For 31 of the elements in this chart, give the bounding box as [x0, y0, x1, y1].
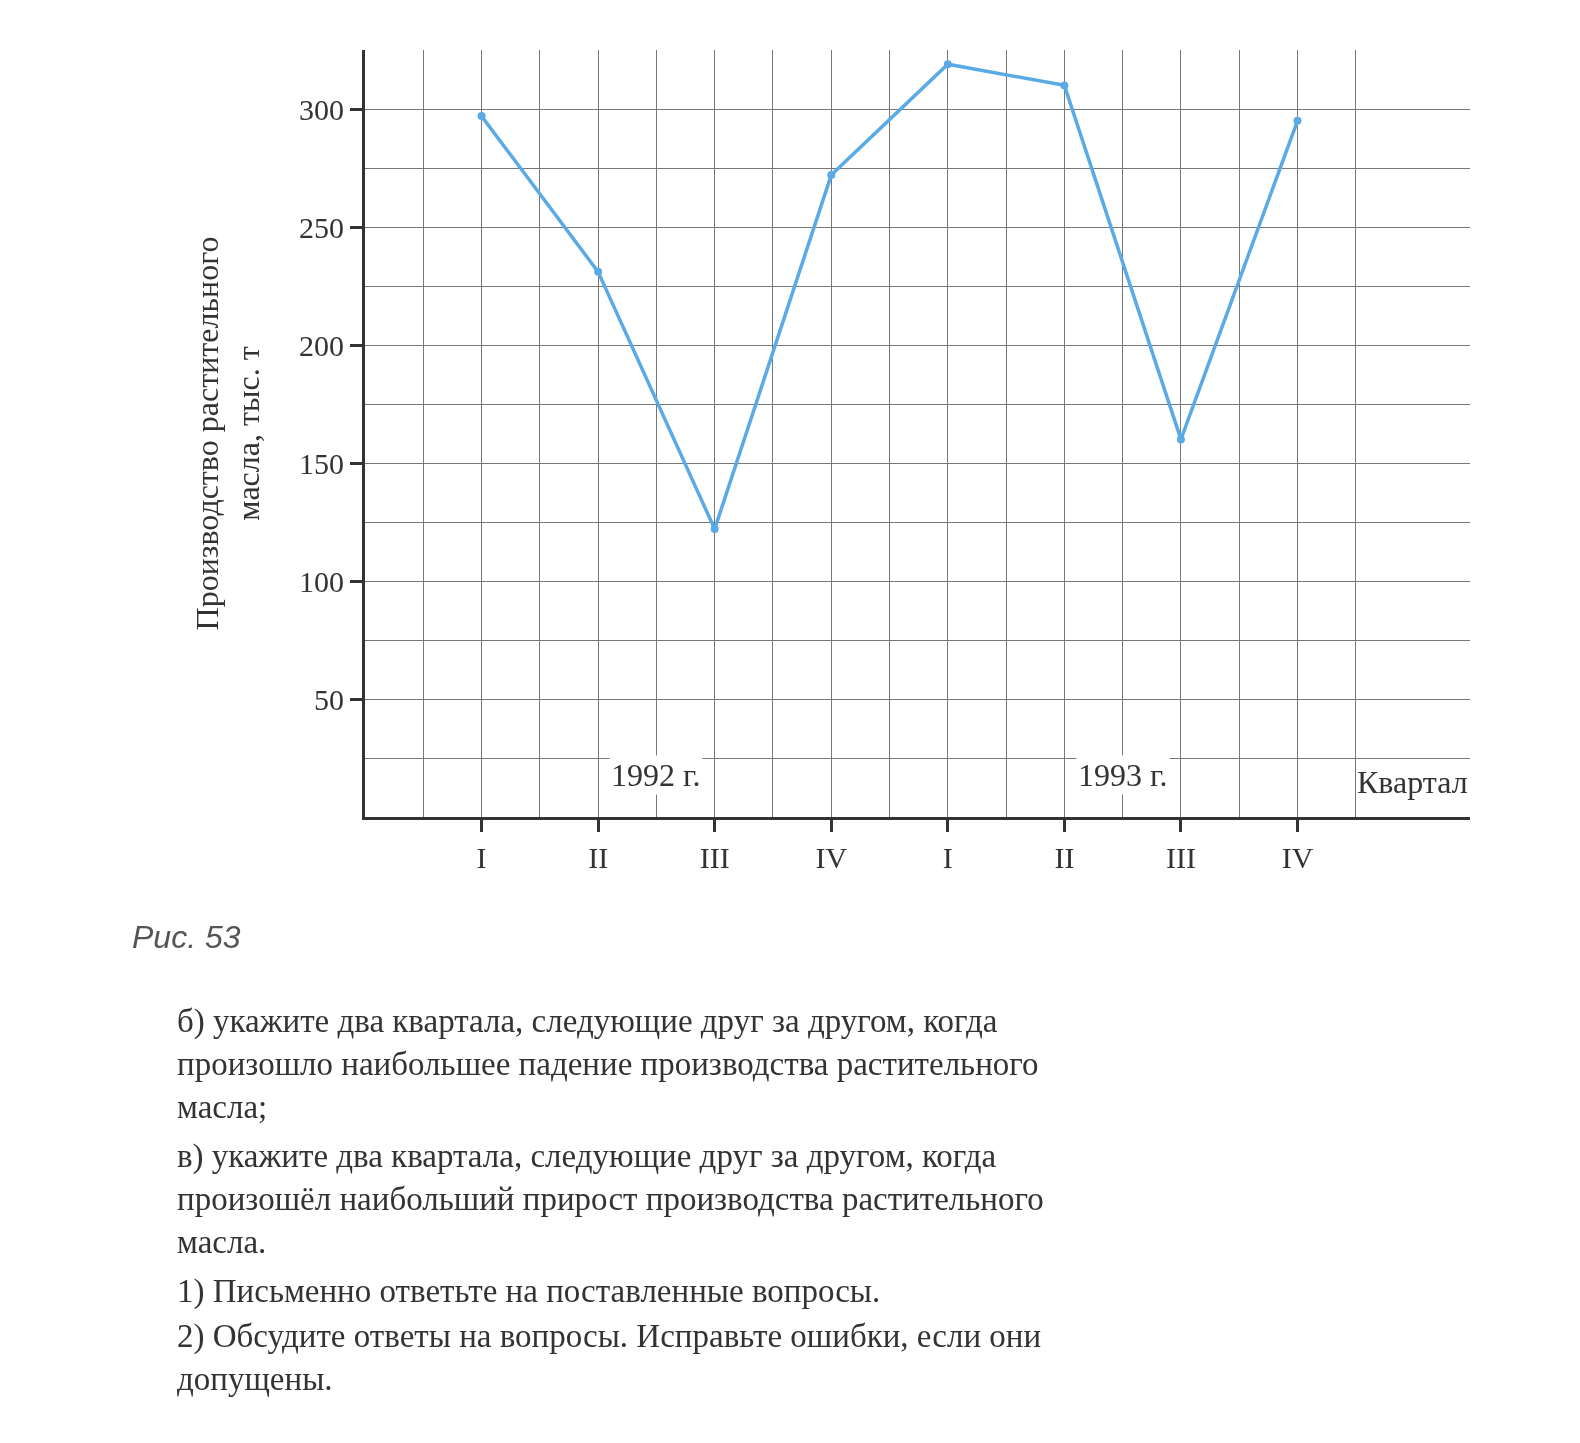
- y-tick-label: 200: [299, 328, 344, 362]
- point: [1176, 435, 1185, 444]
- x-tick-label: I: [942, 841, 953, 874]
- x-tick-label: III: [699, 841, 730, 874]
- x-tick-label: IV: [1281, 841, 1314, 874]
- y-tick-label: 50: [314, 682, 344, 716]
- y-tick-label: 150: [299, 446, 344, 480]
- point: [1060, 81, 1069, 90]
- point: [1293, 116, 1302, 125]
- point: [710, 525, 719, 534]
- text: б) укажите два квартала, следующие друг за другом, когда произошло наибольшее падение производства растительного масла;: [177, 1003, 1039, 1125]
- y-tick-label: 300: [299, 92, 344, 126]
- x-axis-title: Квартал: [1357, 764, 1468, 800]
- x-tick-label: II: [1054, 841, 1075, 874]
- text: 2) Обсудите ответы на вопросы. Исправьте ошибки, если они допущены.: [177, 1318, 1042, 1397]
- point: [827, 171, 836, 180]
- annotation: 1992 г.: [611, 757, 701, 793]
- x-tick-label: IV: [815, 841, 848, 874]
- y-tick-label: 100: [299, 564, 344, 598]
- point: [943, 60, 952, 69]
- point: [477, 112, 486, 121]
- x-tick-label: I: [476, 841, 487, 874]
- text: 1) Письменно ответьте на поставленные вопросы.: [177, 1273, 881, 1310]
- annotation: 1993 г.: [1078, 757, 1168, 793]
- text: в) укажите два квартала, следующие друг за другом, когда произошёл наибольший прирост производства растительного масла.: [177, 1138, 1044, 1260]
- point: [594, 267, 603, 276]
- y-axis-title: Производство растительного масла, тыс. т: [188, 236, 267, 631]
- y-tick-label: 250: [299, 210, 344, 244]
- text: Рис. 53: [132, 919, 241, 955]
- x-tick-label: II: [588, 841, 609, 874]
- x-tick-label: III: [1165, 841, 1196, 874]
